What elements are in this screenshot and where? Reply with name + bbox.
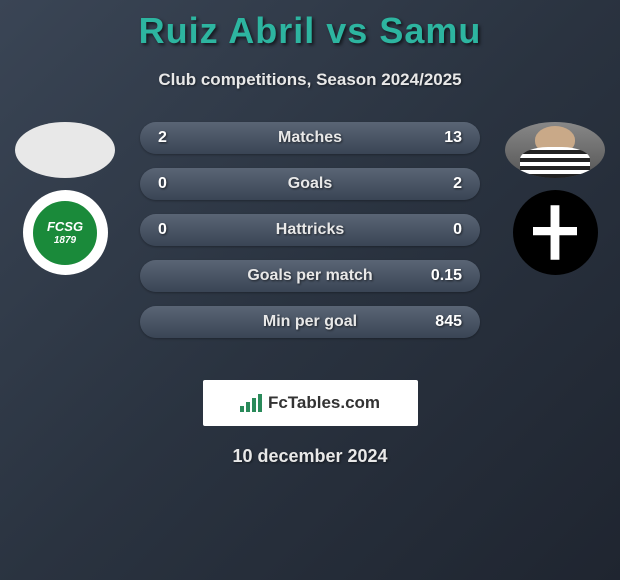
stat-left-value: 0 <box>158 221 198 239</box>
stat-right-value: 845 <box>422 313 462 331</box>
stat-right-value: 2 <box>422 175 462 193</box>
player-left-avatar <box>15 122 115 178</box>
stat-row-goals: 0 Goals 2 <box>140 168 480 200</box>
chart-icon <box>240 394 262 412</box>
stats-list: 2 Matches 13 0 Goals 2 0 Hattricks 0 Goa… <box>140 122 480 338</box>
stat-left-value: 2 <box>158 129 198 147</box>
stat-label: Hattricks <box>276 221 344 239</box>
stat-left-value: 0 <box>158 175 198 193</box>
stat-row-matches: 2 Matches 13 <box>140 122 480 154</box>
player-right-avatar <box>505 122 605 178</box>
stat-row-goals-per-match: Goals per match 0.15 <box>140 260 480 292</box>
branding-badge: FcTables.com <box>203 380 418 426</box>
branding-text: FcTables.com <box>268 393 380 413</box>
date-label: 10 december 2024 <box>0 446 620 467</box>
club-badge-left <box>23 190 108 275</box>
stat-label: Matches <box>278 129 342 147</box>
stat-right-value: 0 <box>422 221 462 239</box>
page-title: Ruiz Abril vs Samu <box>0 10 620 52</box>
comparison-area: 2 Matches 13 0 Goals 2 0 Hattricks 0 Goa… <box>0 122 620 362</box>
stat-label: Goals <box>288 175 332 193</box>
stat-row-min-per-goal: Min per goal 845 <box>140 306 480 338</box>
club-badge-left-inner <box>31 199 99 267</box>
stat-right-value: 0.15 <box>422 267 462 285</box>
subtitle: Club competitions, Season 2024/2025 <box>0 70 620 90</box>
player-left-column <box>10 122 120 275</box>
club-badge-right <box>513 190 598 275</box>
stat-label: Goals per match <box>247 267 372 285</box>
stat-row-hattricks: 0 Hattricks 0 <box>140 214 480 246</box>
player-right-column <box>500 122 610 275</box>
stat-right-value: 13 <box>422 129 462 147</box>
stat-label: Min per goal <box>263 313 357 331</box>
